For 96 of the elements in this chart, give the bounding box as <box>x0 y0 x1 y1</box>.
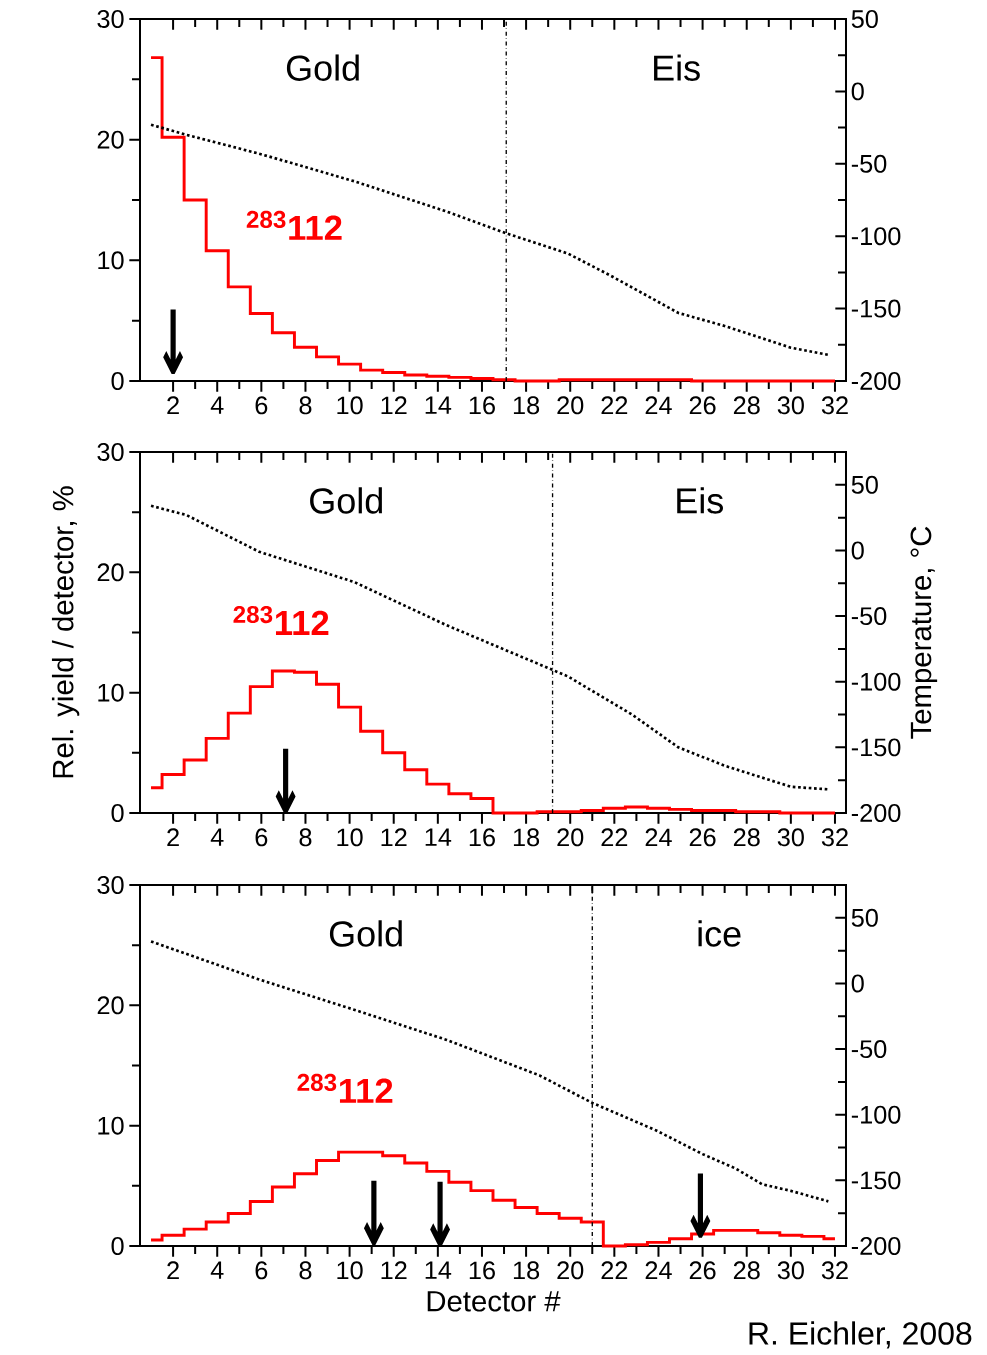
y2-tick-label: 50 <box>851 10 878 28</box>
y2-tick-label: 0 <box>851 974 864 993</box>
x-tick-label: 10 <box>337 1261 363 1280</box>
x-tick-label: 24 <box>645 1261 672 1280</box>
annotation: ↓ <box>430 1181 451 1247</box>
y2-tick-label: 50 <box>851 475 878 494</box>
y-tick-label: 10 <box>98 683 124 702</box>
x-tick-label: 20 <box>557 828 584 847</box>
y2-tick-label: 50 <box>851 908 878 927</box>
x-tick-label: 20 <box>557 396 584 415</box>
x-tick-label: 22 <box>601 396 628 415</box>
x-tick-label: 30 <box>777 828 804 847</box>
y2-tick-label: -50 <box>851 1040 887 1059</box>
annotation: Eis <box>677 487 723 514</box>
x-tick-label: 18 <box>513 828 540 847</box>
y2-tick-label: -50 <box>851 607 887 626</box>
x-tick-label: 6 <box>255 1261 268 1280</box>
x-tick-label: 30 <box>777 396 804 415</box>
x-tick-label: 4 <box>210 1261 224 1279</box>
x-tick-label: 12 <box>381 1261 407 1280</box>
x-tick-label: 14 <box>425 828 452 846</box>
x-tick-label: 22 <box>601 828 628 847</box>
annotation: Gold <box>329 920 402 947</box>
y-tick-label: 30 <box>97 10 124 28</box>
x-tick-label: 8 <box>299 828 312 847</box>
y-tick-label: 0 <box>111 1237 124 1255</box>
x-tick-label: 12 <box>381 828 407 847</box>
annotation: ↓ <box>690 1173 711 1238</box>
x-tick-label: 32 <box>821 396 848 415</box>
y2-axis-title: Temperature, °C <box>910 526 938 739</box>
x-tick-label: 26 <box>689 828 716 847</box>
y2-tick-label: -150 <box>851 738 901 757</box>
series-label: $^{283}$112 <box>297 1073 393 1103</box>
x-axis-title: Detector # <box>427 1291 561 1312</box>
x-tick-label: 4 <box>210 828 224 846</box>
x-tick-label: 20 <box>557 1261 584 1280</box>
y-tick-label: 20 <box>97 563 124 582</box>
x-tick-label: 14 <box>425 396 452 414</box>
x-tick-label: 26 <box>689 1261 716 1280</box>
x-tick-label: 32 <box>821 1261 848 1280</box>
annotation: ↓ <box>275 748 296 814</box>
annotation: ice <box>698 920 741 947</box>
annotation: Gold <box>286 54 359 81</box>
x-tick-label: 10 <box>337 396 363 415</box>
y2-tick-label: -200 <box>851 372 901 390</box>
y2-tick-label: -100 <box>851 672 901 691</box>
x-tick-label: 16 <box>469 396 495 415</box>
x-tick-label: 28 <box>733 396 760 415</box>
y-tick-label: 10 <box>98 1116 124 1135</box>
x-tick-label: 18 <box>513 1261 540 1280</box>
x-tick-label: 8 <box>299 1261 312 1280</box>
x-tick-label: 4 <box>210 396 224 414</box>
y2-tick-label: 0 <box>851 541 864 560</box>
series-label: $^{283}$112 <box>246 210 342 240</box>
y2-tick-label: -100 <box>851 1105 901 1124</box>
annotation: Eis <box>654 54 700 81</box>
y2-tick-label: -100 <box>851 227 901 246</box>
y2-tick-label: -150 <box>851 299 901 318</box>
x-tick-label: 12 <box>381 396 407 415</box>
x-tick-label: 10 <box>337 828 363 847</box>
x-tick-label: 16 <box>469 828 495 847</box>
x-tick-label: 2 <box>167 828 179 847</box>
y-tick-label: 10 <box>98 251 124 270</box>
x-tick-label: 6 <box>255 396 268 415</box>
x-tick-label: 28 <box>733 1261 760 1280</box>
text: R. Eichler, 2008 <box>749 1321 972 1349</box>
y-tick-label: 0 <box>111 372 124 390</box>
x-tick-label: 2 <box>167 396 179 415</box>
y2-tick-label: -200 <box>851 804 901 822</box>
y2-tick-label: -50 <box>851 154 887 173</box>
x-tick-label: 32 <box>821 828 848 847</box>
x-tick-label: 8 <box>299 396 312 415</box>
y-tick-label: 0 <box>111 804 124 822</box>
x-tick-label: 16 <box>469 1261 495 1280</box>
y-tick-label: 30 <box>97 443 124 461</box>
y-tick-label: 20 <box>97 130 124 149</box>
x-tick-label: 24 <box>645 828 672 847</box>
x-tick-label: 6 <box>255 828 268 847</box>
x-tick-label: 30 <box>777 1261 804 1280</box>
x-tick-label: 24 <box>645 396 672 415</box>
x-tick-label: 2 <box>167 1261 179 1280</box>
y2-tick-label: 0 <box>851 82 864 101</box>
y-tick-label: 30 <box>97 876 124 894</box>
x-tick-label: 22 <box>601 1261 628 1280</box>
x-tick-label: 26 <box>689 396 716 415</box>
y2-tick-label: -150 <box>851 1171 901 1190</box>
x-tick-label: 28 <box>733 828 760 847</box>
x-tick-label: 14 <box>425 1261 452 1279</box>
annotation: ↓ <box>363 1180 384 1246</box>
annotation: ↓ <box>163 309 184 375</box>
annotation: Gold <box>310 487 382 514</box>
x-tick-label: 18 <box>513 396 540 415</box>
y-axis-title: Rel. yield / detector, % <box>51 486 80 778</box>
y-tick-label: 20 <box>97 996 124 1015</box>
series-label: $^{283}$112 <box>233 605 329 635</box>
y2-tick-label: -200 <box>851 1237 901 1255</box>
